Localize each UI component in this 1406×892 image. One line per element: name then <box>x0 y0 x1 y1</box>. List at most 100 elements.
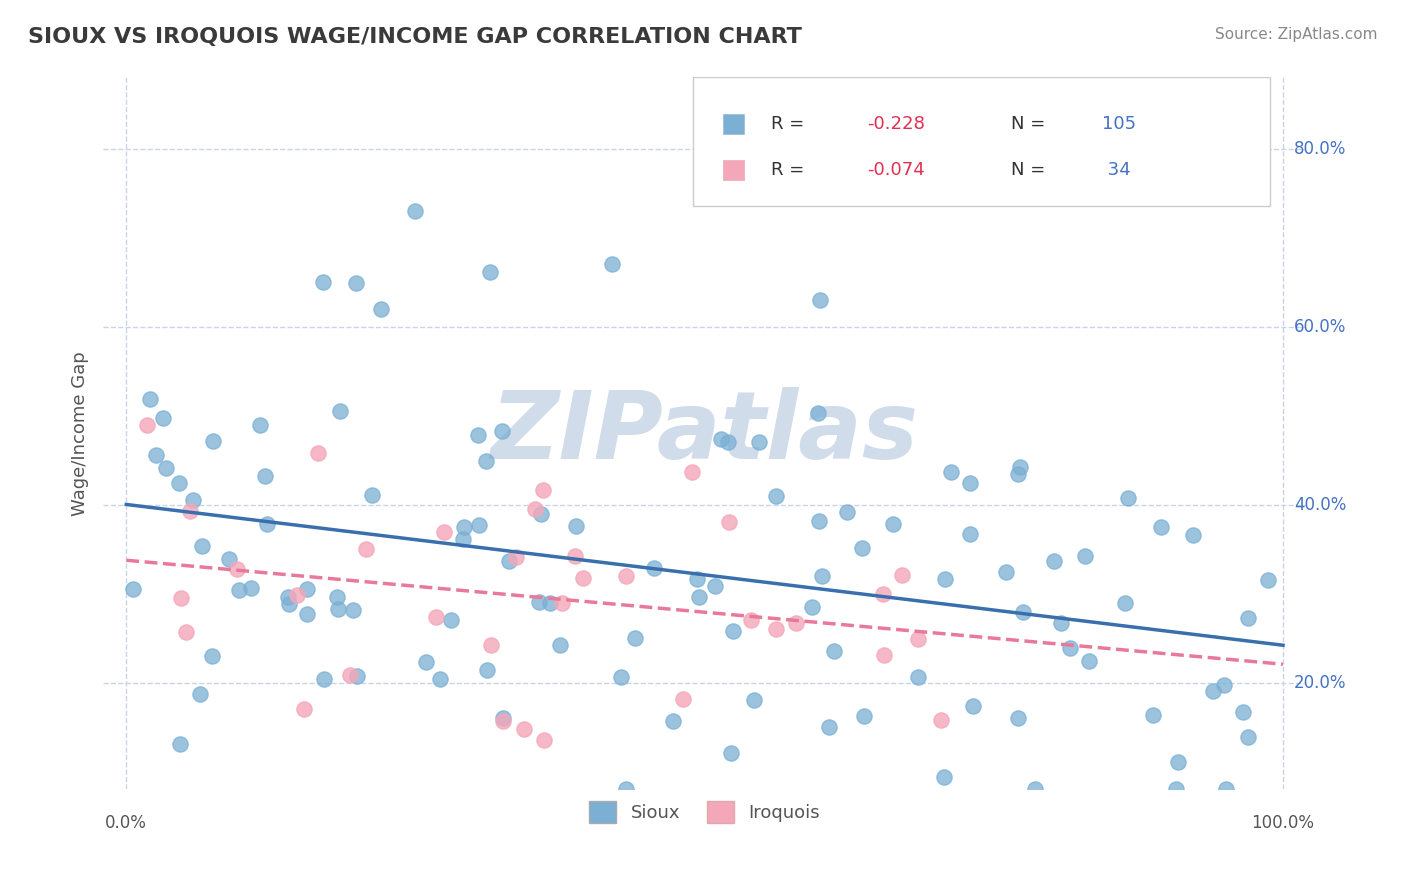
Point <box>929 713 952 727</box>
Text: Source: ZipAtlas.com: Source: ZipAtlas.com <box>1215 27 1378 42</box>
Point <box>295 607 318 621</box>
Point <box>1232 705 1254 719</box>
Point <box>188 687 211 701</box>
Point <box>686 572 709 586</box>
Point <box>533 733 555 747</box>
Point <box>934 572 956 586</box>
Point <box>661 714 683 728</box>
Point <box>170 591 193 606</box>
Point <box>531 483 554 497</box>
Point <box>1114 596 1136 610</box>
Point <box>720 746 742 760</box>
Point <box>155 461 177 475</box>
Point <box>807 514 830 528</box>
Point <box>551 597 574 611</box>
Point <box>325 590 347 604</box>
Point <box>228 582 250 597</box>
Point <box>491 711 513 725</box>
Point <box>312 275 335 289</box>
Point <box>873 648 896 662</box>
Point <box>723 624 745 639</box>
Point <box>292 702 315 716</box>
Point <box>1202 684 1225 698</box>
Point <box>451 532 474 546</box>
Point <box>807 406 830 420</box>
Text: R =: R = <box>770 161 810 179</box>
Point <box>959 475 981 490</box>
Point <box>962 698 984 713</box>
Point <box>524 501 547 516</box>
Point <box>295 582 318 597</box>
Point <box>818 720 841 734</box>
Text: ZIPatlas: ZIPatlas <box>491 387 918 479</box>
Point <box>342 603 364 617</box>
Point <box>530 507 553 521</box>
Point <box>285 588 308 602</box>
Point <box>1007 467 1029 481</box>
Text: N =: N = <box>1011 115 1052 133</box>
Point <box>145 448 167 462</box>
Text: 100.0%: 100.0% <box>1251 814 1315 832</box>
Text: -0.228: -0.228 <box>868 115 925 133</box>
Point <box>475 454 498 468</box>
Point <box>478 265 501 279</box>
Point <box>440 614 463 628</box>
Point <box>1212 678 1234 692</box>
Point <box>152 411 174 425</box>
Point <box>339 667 361 681</box>
Point <box>1150 520 1173 534</box>
Point <box>872 587 894 601</box>
Point <box>491 425 513 439</box>
Point <box>1050 616 1073 631</box>
Point <box>253 468 276 483</box>
Point <box>941 466 963 480</box>
FancyBboxPatch shape <box>723 114 744 134</box>
Point <box>404 203 426 218</box>
Point <box>1074 549 1097 563</box>
Text: -0.074: -0.074 <box>868 161 925 179</box>
Point <box>785 615 807 630</box>
Point <box>610 670 633 684</box>
Point <box>823 644 845 658</box>
Point <box>467 518 489 533</box>
Point <box>167 475 190 490</box>
Point <box>907 670 929 684</box>
Point <box>808 293 831 307</box>
Point <box>527 594 550 608</box>
Point <box>672 691 695 706</box>
Point <box>312 672 335 686</box>
Point <box>475 663 498 677</box>
Y-axis label: Wage/Income Gap: Wage/Income Gap <box>72 351 89 516</box>
FancyBboxPatch shape <box>693 78 1270 205</box>
FancyBboxPatch shape <box>723 160 744 180</box>
Legend: Sioux, Iroquois: Sioux, Iroquois <box>582 794 828 830</box>
Point <box>1164 782 1187 797</box>
Point <box>240 581 263 595</box>
Point <box>765 489 787 503</box>
Point <box>1116 491 1139 506</box>
Point <box>959 527 981 541</box>
Point <box>852 709 875 723</box>
Point <box>1078 654 1101 668</box>
Point <box>329 404 352 418</box>
Text: 60.0%: 60.0% <box>1294 318 1347 335</box>
Point <box>572 571 595 585</box>
Point <box>139 392 162 406</box>
Text: 80.0%: 80.0% <box>1294 140 1347 158</box>
Text: 0.0%: 0.0% <box>105 814 148 832</box>
Point <box>346 669 368 683</box>
Point <box>467 428 489 442</box>
Point <box>249 417 271 432</box>
Point <box>498 554 520 568</box>
Point <box>505 550 527 565</box>
Point <box>121 582 143 596</box>
Point <box>600 257 623 271</box>
Point <box>429 672 451 686</box>
Point <box>1215 782 1237 797</box>
Point <box>810 569 832 583</box>
Point <box>432 524 454 539</box>
Point <box>703 579 725 593</box>
Text: 20.0%: 20.0% <box>1294 673 1347 691</box>
Point <box>1237 731 1260 745</box>
Point <box>538 596 561 610</box>
